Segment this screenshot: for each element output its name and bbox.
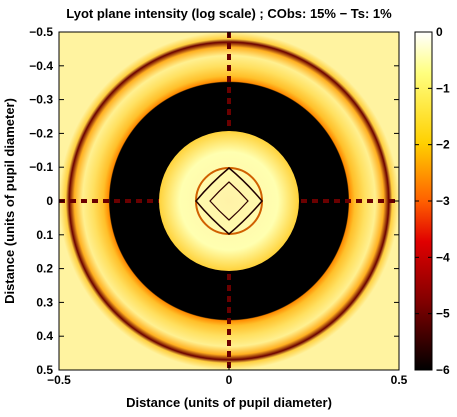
colorbar-tick-label: −5 <box>436 307 450 321</box>
central-disk-pattern-inner <box>209 181 249 221</box>
central-disk <box>159 131 299 271</box>
y-axis: −0.5 −0.4 −0.3 −0.2 −0.1 0 0.1 0.2 0.3 0.4 0.5 <box>29 25 399 377</box>
x-tick-label: −0.5 <box>47 373 71 387</box>
central-disk-pattern <box>195 167 263 235</box>
plot-area <box>59 32 399 370</box>
colorbar-tick-label: −3 <box>436 194 450 208</box>
x-axis-label: Distance (units of pupil diameter) <box>126 395 332 410</box>
colorbar: 0 −1 −2 −3 −4 −5 −6 <box>414 25 450 377</box>
colorbar-tick-label: 0 <box>436 25 443 39</box>
y-tick-label: −0.2 <box>29 126 53 140</box>
y-tick-label: 0 <box>46 194 53 208</box>
y-tick-label: −0.5 <box>29 25 53 39</box>
y-tick-label: −0.1 <box>29 160 53 174</box>
y-tick-label: 0.1 <box>36 228 53 242</box>
x-tick-label: 0 <box>226 373 233 387</box>
central-disk-fill <box>159 131 299 271</box>
colorbar-tick-label: −2 <box>436 138 450 152</box>
colorbar-tick-label: −6 <box>436 363 450 377</box>
colorbar-tick-label: −1 <box>436 81 450 95</box>
x-axis: −0.5 0 0.5 <box>47 32 408 387</box>
y-tick-label: −0.3 <box>29 93 53 107</box>
colorbar-ticks: 0 −1 −2 −3 −4 −5 −6 <box>415 25 450 377</box>
y-tick-label: 0.4 <box>36 329 53 343</box>
chart-title: Lyot plane intensity (log scale) ; CObs:… <box>66 6 392 21</box>
y-tick-label: −0.4 <box>29 59 53 73</box>
y-axis-label: Distance (units of pupil diameter) <box>2 98 17 304</box>
colorbar-tick-label: −4 <box>436 250 450 264</box>
x-tick-label: 0.5 <box>391 373 408 387</box>
y-tick-label: 0.3 <box>36 295 53 309</box>
y-tick-label: 0.2 <box>36 262 53 276</box>
y-tick-label: 0.5 <box>36 363 53 377</box>
